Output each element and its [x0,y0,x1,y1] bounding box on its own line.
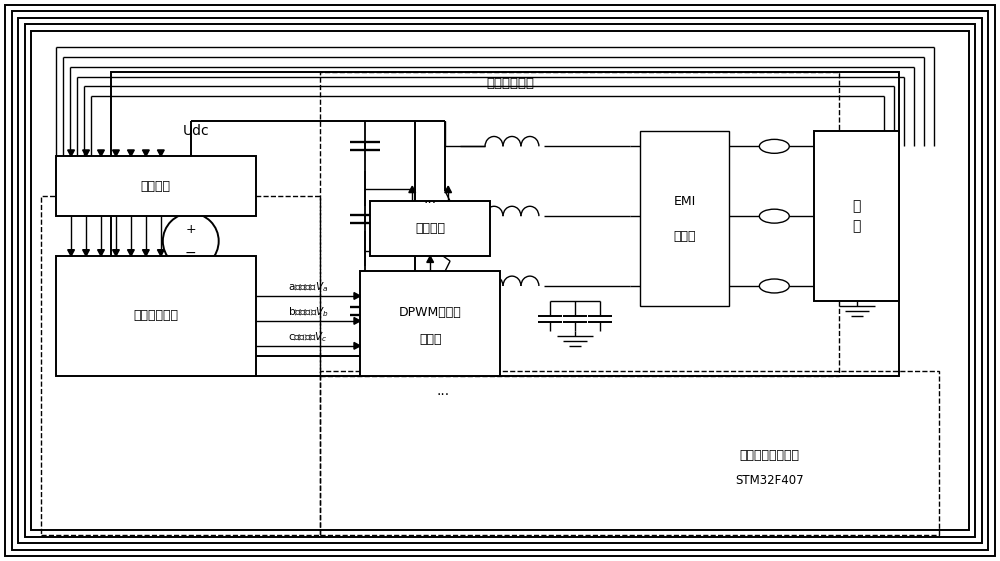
Polygon shape [354,293,360,300]
Text: 制单元: 制单元 [419,333,441,346]
Polygon shape [445,186,452,192]
Bar [111,71,899,376]
Polygon shape [98,150,104,157]
Polygon shape [354,318,360,324]
Text: ...: ... [424,192,437,206]
Bar [41,196,320,535]
Polygon shape [113,150,119,157]
Bar [31,31,969,530]
Polygon shape [157,250,164,256]
Bar [370,201,490,256]
Polygon shape [83,250,89,256]
Text: 闭环控制单元: 闭环控制单元 [133,310,178,323]
Polygon shape [142,150,149,157]
Bar [640,131,729,306]
Text: a相调制波$V_a$: a相调制波$V_a$ [288,280,328,294]
Polygon shape [455,213,480,249]
Text: STM32F407: STM32F407 [735,474,804,487]
Polygon shape [68,150,74,157]
Text: 载: 载 [852,219,861,233]
Bar [814,131,899,301]
Text: 数字处理控制模块: 数字处理控制模块 [739,449,799,462]
Polygon shape [409,186,416,192]
Text: 负: 负 [852,199,861,213]
Bar [56,157,256,216]
Bar [360,271,500,376]
Text: Udc: Udc [182,125,209,139]
Text: +: + [185,223,196,236]
Text: 采样单元: 采样单元 [141,180,171,193]
Polygon shape [427,256,434,263]
Text: DPWM脉宽调: DPWM脉宽调 [399,306,462,319]
Polygon shape [452,356,459,362]
Polygon shape [98,250,104,256]
Polygon shape [128,250,134,256]
Bar [320,371,939,535]
Text: EMI: EMI [673,195,696,208]
Text: 驱动电路: 驱动电路 [415,222,445,235]
Text: ...: ... [436,384,449,398]
Bar [56,256,256,376]
Polygon shape [157,150,164,157]
Bar [320,71,839,376]
Polygon shape [427,356,434,362]
Text: c相调制波$V_c$: c相调制波$V_c$ [288,330,328,344]
Text: −: − [185,246,197,260]
Polygon shape [113,250,119,256]
Polygon shape [354,342,360,350]
Text: 多电平逆变器: 多电平逆变器 [486,77,534,90]
Text: 滤波器: 滤波器 [673,229,696,242]
Polygon shape [83,150,89,157]
Polygon shape [68,250,74,256]
Polygon shape [142,250,149,256]
Text: b相调制波$V_b$: b相调制波$V_b$ [288,305,328,319]
Polygon shape [128,150,134,157]
